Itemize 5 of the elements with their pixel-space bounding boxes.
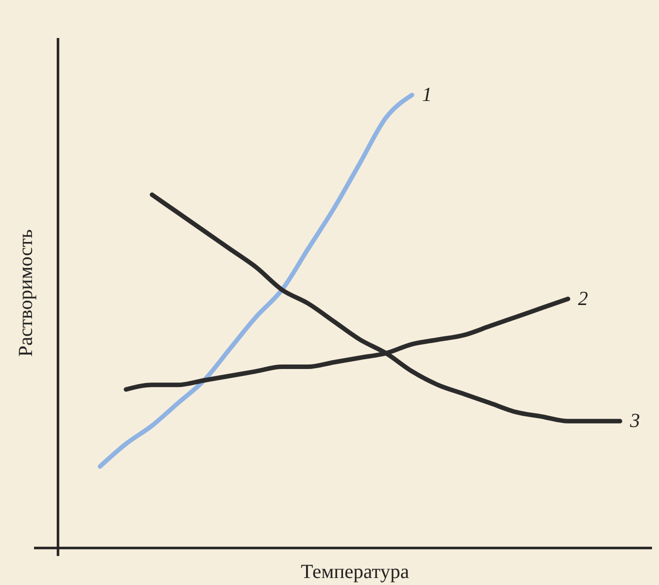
series-label: 1 (422, 84, 432, 106)
y-axis-title: Растворимость (15, 229, 37, 357)
series-label: 3 (629, 410, 640, 432)
x-axis-title: Температура (300, 561, 410, 583)
series-label: 2 (578, 288, 588, 310)
